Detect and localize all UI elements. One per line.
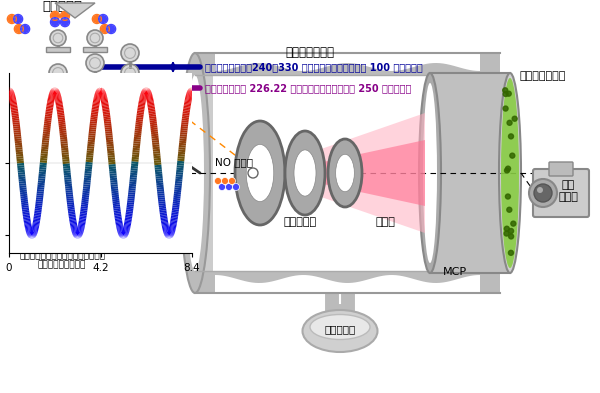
Bar <box>83 47 107 52</box>
Circle shape <box>509 234 514 239</box>
Circle shape <box>226 184 233 191</box>
Text: 第１の光パルス 226.22 ナノメートル，パルス幅 250 フェムト秒: 第１の光パルス 226.22 ナノメートル，パルス幅 250 フェムト秒 <box>205 83 412 93</box>
Circle shape <box>221 178 229 184</box>
Ellipse shape <box>310 314 370 340</box>
Circle shape <box>92 15 101 24</box>
Text: 高速
カメラ: 高速 カメラ <box>558 180 578 202</box>
Ellipse shape <box>501 78 519 268</box>
Polygon shape <box>215 275 480 293</box>
Circle shape <box>50 18 59 27</box>
Ellipse shape <box>419 73 441 273</box>
Ellipse shape <box>499 73 521 273</box>
Bar <box>195 53 500 75</box>
Circle shape <box>218 184 226 191</box>
Ellipse shape <box>186 75 204 271</box>
Circle shape <box>505 194 511 199</box>
Circle shape <box>14 24 23 33</box>
Bar <box>213 75 482 271</box>
Polygon shape <box>215 53 480 71</box>
Ellipse shape <box>180 53 210 293</box>
Polygon shape <box>272 140 425 206</box>
Ellipse shape <box>302 310 377 352</box>
Text: 光電子: 光電子 <box>375 217 395 227</box>
Ellipse shape <box>285 131 325 215</box>
Circle shape <box>503 88 508 93</box>
Circle shape <box>229 178 235 184</box>
Circle shape <box>248 168 258 178</box>
Circle shape <box>509 134 514 139</box>
Text: 第１の光パルスと第２の光パルスの: 第１の光パルスと第２の光パルスの <box>19 251 105 260</box>
Circle shape <box>504 231 509 236</box>
Circle shape <box>503 92 508 97</box>
FancyBboxPatch shape <box>549 162 573 176</box>
Circle shape <box>14 15 23 24</box>
Text: 分子軸整列: 分子軸整列 <box>42 0 82 13</box>
Circle shape <box>534 184 552 202</box>
Bar <box>430 73 510 273</box>
Ellipse shape <box>246 144 274 202</box>
Ellipse shape <box>294 150 316 196</box>
Circle shape <box>86 54 104 72</box>
Bar <box>195 271 500 293</box>
Circle shape <box>507 120 512 125</box>
Circle shape <box>507 207 512 212</box>
FancyBboxPatch shape <box>533 169 589 217</box>
Bar <box>195 53 500 293</box>
Circle shape <box>49 64 67 82</box>
Text: 第２の光パルス：240－330 ナノメートル，パルス幅 100 フェムト秒: 第２の光パルス：240－330 ナノメートル，パルス幅 100 フェムト秒 <box>205 62 423 72</box>
Circle shape <box>50 30 66 46</box>
Circle shape <box>233 184 239 191</box>
Circle shape <box>510 153 515 158</box>
Circle shape <box>537 187 543 193</box>
Circle shape <box>529 179 557 207</box>
Circle shape <box>107 24 116 33</box>
Circle shape <box>20 24 29 33</box>
Circle shape <box>509 228 514 233</box>
Text: NO 分子線: NO 分子線 <box>215 157 253 167</box>
Circle shape <box>506 166 511 171</box>
Circle shape <box>7 15 16 24</box>
Circle shape <box>503 106 508 111</box>
Circle shape <box>61 18 70 27</box>
Circle shape <box>121 44 139 62</box>
Circle shape <box>121 64 139 82</box>
Text: MCP: MCP <box>443 267 467 277</box>
Bar <box>195 271 500 293</box>
Circle shape <box>511 221 516 226</box>
Circle shape <box>100 24 109 33</box>
Text: 真空チャンバー: 真空チャンバー <box>286 46 335 59</box>
Circle shape <box>506 91 511 96</box>
Circle shape <box>215 178 221 184</box>
Bar <box>46 47 70 52</box>
Text: 蛍光スクリーン: 蛍光スクリーン <box>520 71 566 81</box>
Circle shape <box>512 116 517 121</box>
Circle shape <box>61 11 70 20</box>
Text: 投影用電極: 投影用電極 <box>283 217 317 227</box>
Circle shape <box>505 226 509 231</box>
Text: 遅延時間（ピコ秒）: 遅延時間（ピコ秒） <box>38 260 86 269</box>
Ellipse shape <box>335 154 355 192</box>
Circle shape <box>50 11 59 20</box>
Circle shape <box>98 15 107 24</box>
Text: 真空ポンプ: 真空ポンプ <box>325 324 356 334</box>
Bar <box>195 53 500 75</box>
Ellipse shape <box>235 121 285 225</box>
Ellipse shape <box>423 83 437 263</box>
Circle shape <box>508 250 514 255</box>
Circle shape <box>87 30 103 46</box>
Polygon shape <box>55 3 95 18</box>
Polygon shape <box>252 113 425 233</box>
Circle shape <box>505 168 509 173</box>
Ellipse shape <box>328 139 362 207</box>
